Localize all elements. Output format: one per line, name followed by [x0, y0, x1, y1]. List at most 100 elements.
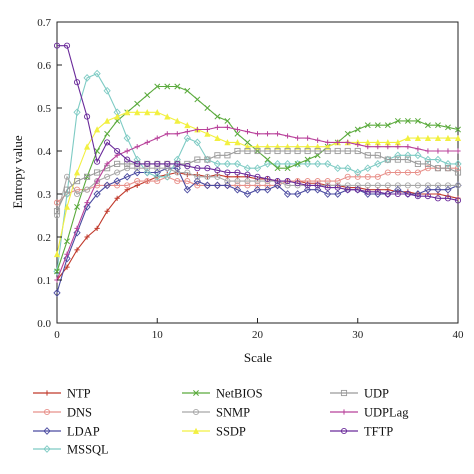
data-point-udplag — [234, 126, 241, 133]
data-point-tftp — [94, 158, 101, 165]
data-point-mssql — [103, 86, 111, 95]
legend-item-udplag: UDPLag — [330, 406, 409, 420]
data-point-ldap — [293, 190, 302, 198]
legend-item-tftp: TFTP — [330, 425, 393, 439]
data-point-udplag — [405, 144, 411, 150]
series-line-mssql — [56, 72, 458, 272]
data-point-mssql — [434, 155, 442, 164]
series-mssql — [53, 69, 462, 276]
legend-item-udp: UDP — [330, 387, 389, 401]
data-point-netbios — [274, 165, 281, 172]
legend-item-mssql: MSSQL — [33, 443, 109, 457]
data-point-dns — [144, 178, 151, 185]
legend-label-ldap: LDAP — [67, 425, 100, 439]
data-point-ssdp — [234, 139, 241, 146]
data-point-netbios — [164, 83, 171, 90]
data-point-mssql — [123, 134, 131, 142]
data-point-ssdp — [174, 117, 181, 124]
data-point-dns — [114, 182, 121, 189]
data-point-dns — [344, 173, 351, 180]
y-tick-label: 0.7 — [37, 17, 51, 29]
y-tick-label: 0.6 — [37, 60, 51, 72]
data-point-udp — [94, 169, 101, 176]
data-point-tftp — [234, 169, 241, 176]
data-point-udplag — [395, 144, 401, 150]
data-point-udplag — [315, 137, 321, 143]
data-point-dns — [424, 165, 431, 172]
data-point-mssql — [73, 108, 81, 117]
data-point-netbios — [144, 92, 151, 99]
x-axis-ticks: 0 10 20 30 40 — [54, 318, 464, 341]
data-point-udplag — [345, 139, 351, 145]
data-point-tftp — [63, 42, 71, 49]
data-point-mssql — [173, 155, 181, 164]
data-point-dns — [394, 169, 401, 176]
data-point-udplag — [64, 251, 70, 257]
data-point-mssql — [233, 160, 242, 168]
data-point-ssdp — [154, 109, 161, 116]
data-point-dns — [334, 178, 341, 185]
data-point-udp — [304, 147, 311, 155]
data-point-snmp — [144, 165, 151, 172]
data-point-udp — [364, 152, 371, 159]
data-point-dns — [254, 182, 261, 189]
data-point-udplag — [415, 146, 421, 152]
data-point-tftp — [274, 178, 281, 185]
legend-marker-ldap — [43, 427, 51, 435]
data-point-netbios — [445, 124, 451, 131]
data-point-netbios — [214, 113, 221, 120]
data-point-udp — [264, 147, 271, 155]
y-axis-ticks: 0.0 0.1 0.2 0.3 0.4 0.5 0.6 0.7 — [37, 17, 62, 330]
legend-label-dns: DNS — [67, 406, 92, 420]
data-point-mssql — [424, 155, 432, 164]
data-point-mssql — [283, 160, 292, 168]
data-point-tftp — [394, 190, 401, 198]
data-point-netbios — [184, 87, 191, 94]
series-tftp — [53, 42, 462, 204]
data-point-udp — [374, 152, 381, 159]
legend-marker-tftp — [340, 427, 348, 435]
data-point-netbios — [424, 122, 431, 129]
data-point-mssql — [143, 168, 151, 177]
data-point-udplag — [184, 129, 190, 135]
data-point-snmp — [384, 182, 391, 189]
data-point-netbios — [134, 100, 141, 107]
data-point-udplag — [74, 225, 80, 231]
data-point-mssql — [243, 164, 252, 173]
data-point-ldap — [253, 185, 262, 194]
y-tick-label: 0.4 — [37, 146, 51, 158]
data-point-snmp — [354, 182, 361, 189]
plot-area — [53, 21, 462, 324]
data-point-udplag — [124, 148, 130, 154]
data-point-ssdp — [94, 126, 101, 133]
data-point-ssdp — [414, 134, 421, 141]
data-point-mssql — [304, 160, 312, 168]
data-point-udplag — [425, 148, 431, 154]
data-point-ldap — [93, 190, 101, 198]
data-point-netbios — [74, 203, 81, 210]
data-point-snmp — [374, 182, 381, 189]
data-point-mssql — [263, 160, 272, 168]
data-point-ntp — [74, 247, 80, 253]
data-point-ldap — [394, 185, 402, 194]
data-point-mssql — [83, 74, 91, 82]
data-point-tftp — [454, 197, 462, 204]
data-point-mssql — [394, 151, 402, 160]
data-point-tftp — [104, 139, 111, 146]
legend-marker-ssdp — [192, 427, 200, 434]
data-point-dns — [364, 173, 371, 180]
series-udplag — [54, 124, 461, 283]
data-point-snmp — [84, 186, 91, 193]
legend-label-udplag: UDPLag — [364, 406, 409, 420]
data-point-snmp — [164, 165, 171, 172]
data-point-netbios — [234, 130, 241, 137]
data-point-ldap — [123, 172, 131, 181]
data-point-ldap — [334, 190, 342, 198]
data-point-netbios — [264, 156, 271, 163]
data-point-ssdp — [134, 109, 141, 116]
data-point-ssdp — [434, 134, 442, 141]
data-point-snmp — [434, 182, 442, 189]
data-point-mssql — [374, 160, 382, 168]
data-point-udplag — [104, 161, 110, 167]
